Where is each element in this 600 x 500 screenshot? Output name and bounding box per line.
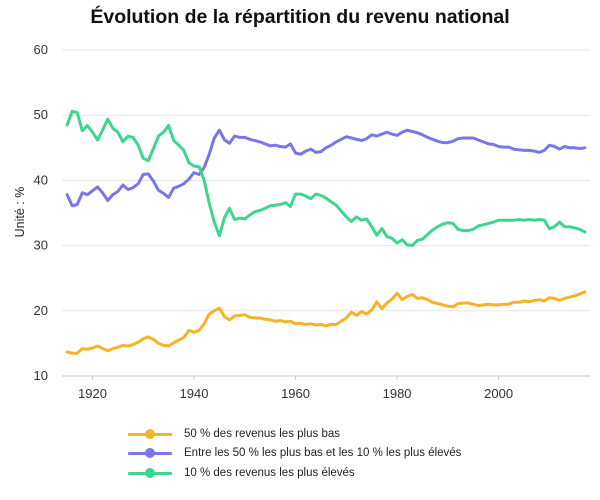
series-line-2 xyxy=(65,128,587,208)
x-tick-label: 1980 xyxy=(383,386,412,401)
legend-item-2[interactable]: Entre les 50 % les plus bas et les 10 % … xyxy=(128,444,461,464)
legend-dot-icon xyxy=(145,467,155,478)
y-tick-label: 10 xyxy=(34,368,48,383)
y-tick-label: 50 xyxy=(34,107,48,122)
x-tick-label: 1960 xyxy=(281,386,310,401)
chart-title: Évolution de la répartition du revenu na… xyxy=(90,6,510,28)
y-tick-label: 20 xyxy=(34,303,48,318)
x-tick-label: 1940 xyxy=(180,386,209,401)
legend: 50 % des revenus les plus bas Entre les 5… xyxy=(128,424,461,483)
legend-item-1[interactable]: 50 % des revenus les plus bas xyxy=(128,424,461,444)
y-tick-label: 40 xyxy=(34,172,48,187)
series-lines xyxy=(65,109,587,355)
x-axis-tick-labels: 1920 1940 1960 1980 2000 xyxy=(78,376,513,401)
series-line-1 xyxy=(65,290,587,355)
legend-swatch xyxy=(128,447,172,459)
legend-label: Entre les 50 % les plus bas et les 10 % … xyxy=(184,447,462,460)
legend-swatch xyxy=(128,467,172,479)
legend-dot-icon xyxy=(145,428,155,439)
series-line-3 xyxy=(65,109,587,248)
y-tick-label: 60 xyxy=(34,42,48,57)
y-tick-label: 30 xyxy=(34,238,48,253)
y-axis-label: Unité : % xyxy=(13,187,27,238)
legend-dot-icon xyxy=(145,448,155,459)
x-tick-label: 1920 xyxy=(78,386,107,401)
legend-swatch xyxy=(128,428,172,440)
legend-label: 10 % des revenus les plus élevés xyxy=(184,466,355,479)
legend-label: 50 % des revenus les plus bas xyxy=(184,427,340,440)
gridlines xyxy=(62,49,590,377)
legend-item-3[interactable]: 10 % des revenus les plus élevés xyxy=(128,463,461,483)
x-tick-label: 2000 xyxy=(484,386,513,401)
y-axis-tick-labels: 10 20 30 40 50 60 xyxy=(34,42,48,383)
